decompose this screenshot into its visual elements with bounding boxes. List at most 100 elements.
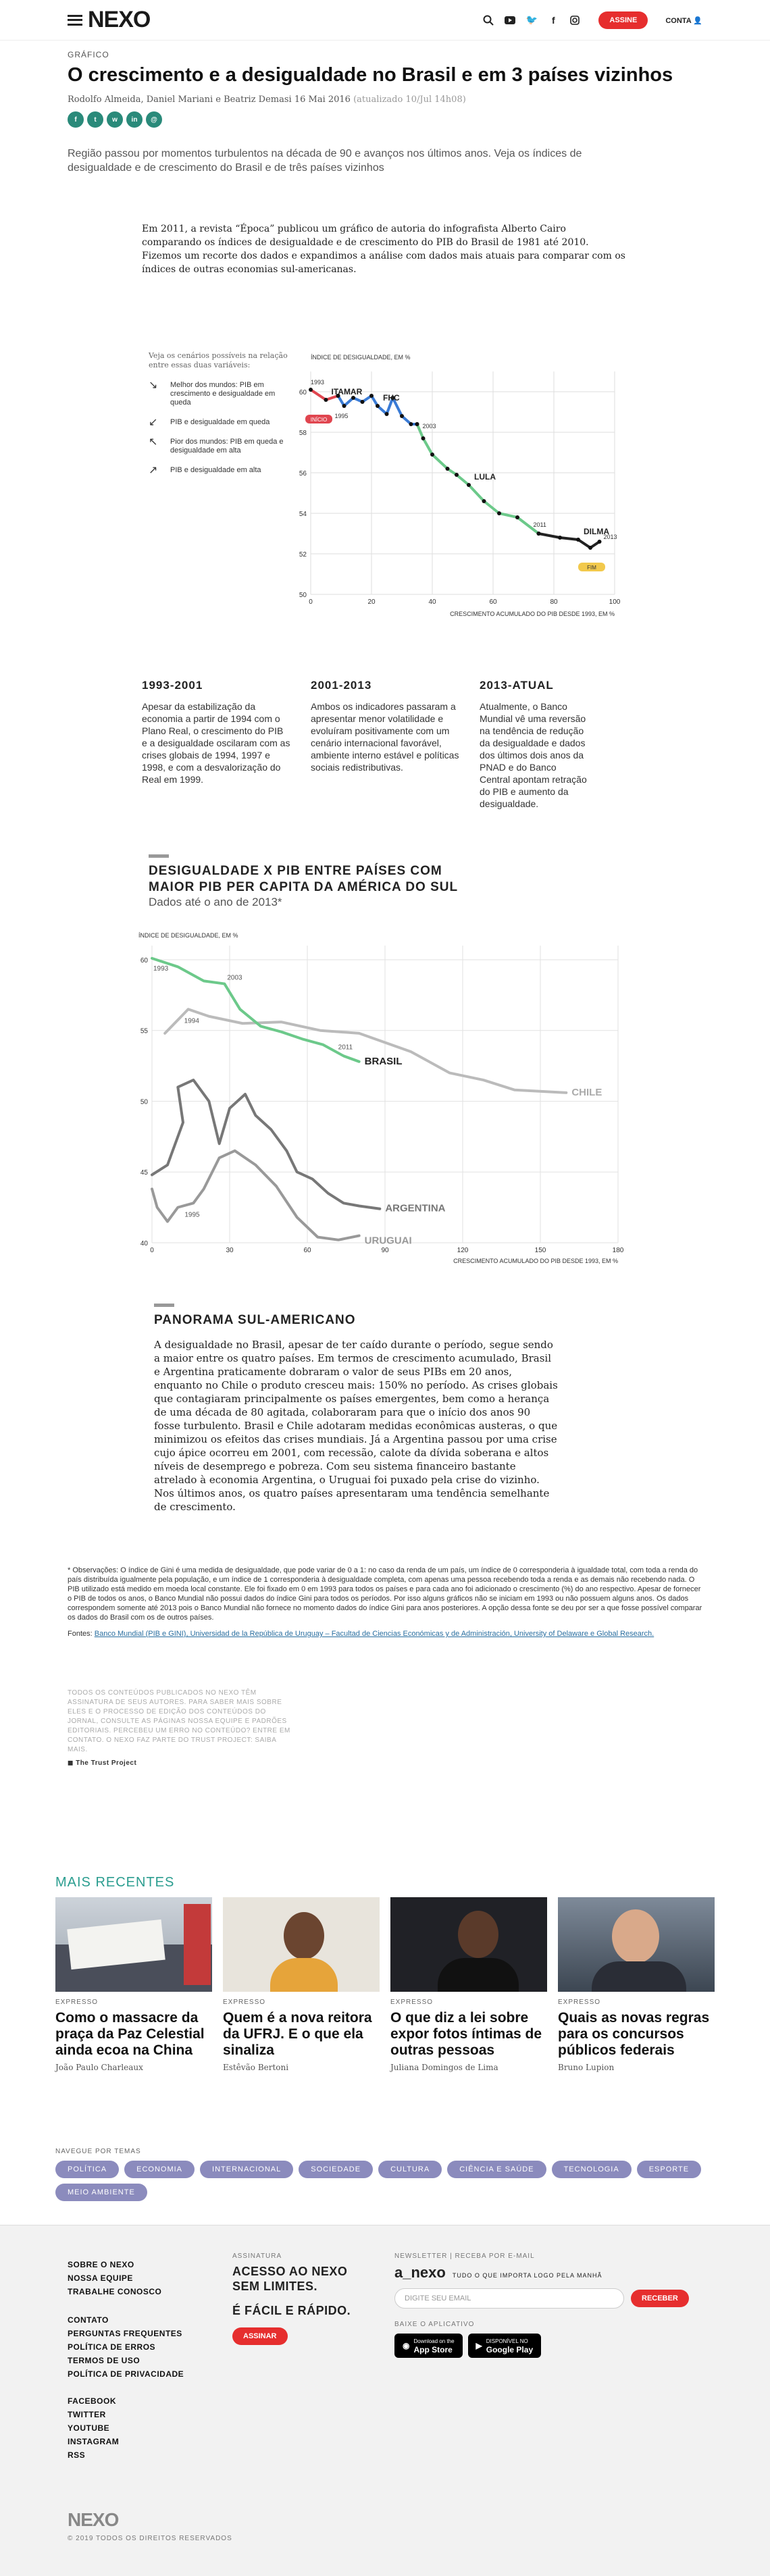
social-link[interactable]: RSS xyxy=(68,2450,86,2460)
year-annotation: 2011 xyxy=(534,521,546,528)
play-icon: ▶ xyxy=(476,2341,482,2350)
recent-card[interactable]: EXPRESSO Quem é a nova reitora da UFRJ. … xyxy=(223,1897,380,2072)
social-link[interactable]: INSTAGRAM xyxy=(68,2437,120,2446)
card-image xyxy=(558,1897,715,1992)
recent-card[interactable]: EXPRESSO O que diz a lei sobre expor fot… xyxy=(390,1897,547,2072)
footer-link[interactable]: POLÍTICA DE PRIVACIDADE xyxy=(68,2369,184,2379)
data-point xyxy=(360,400,365,404)
topic-pill[interactable]: MEIO AMBIENTE xyxy=(55,2184,147,2201)
footer-link[interactable]: POLÍTICA DE ERROS xyxy=(68,2342,156,2352)
arrow-up-left-icon: ↖ xyxy=(149,436,158,448)
footer-link[interactable]: TRABALHE CONOSCO xyxy=(68,2287,162,2296)
search-icon[interactable] xyxy=(482,14,494,26)
article-kicker: GRÁFICO xyxy=(68,50,109,59)
youtube-icon[interactable] xyxy=(504,14,516,26)
series-line xyxy=(151,1149,361,1241)
instagram-icon[interactable] xyxy=(569,14,581,26)
subscribe-button[interactable]: ASSINE xyxy=(598,11,648,29)
x-tick-label: 40 xyxy=(428,598,436,606)
y-tick-label: 50 xyxy=(140,1098,149,1106)
newsletter-submit-button[interactable]: RECEBER xyxy=(631,2290,689,2307)
series-line xyxy=(336,394,417,426)
share-bar: f t w in @ xyxy=(68,111,715,128)
recent-card[interactable]: EXPRESSO Como o massacre da praça da Paz… xyxy=(55,1897,212,2072)
subscription-pitch-2: É FÁCIL E RÁPIDO. xyxy=(232,2304,351,2317)
period-text: Apesar da estabilização da economia a pa… xyxy=(142,701,290,785)
card-author: Bruno Lupion xyxy=(558,2063,615,2072)
footer-logo[interactable]: NEXO xyxy=(68,2509,119,2530)
social-link[interactable]: YOUTUBE xyxy=(68,2423,110,2433)
social-link[interactable]: FACEBOOK xyxy=(68,2396,117,2406)
site-logo[interactable]: NEXO xyxy=(88,7,151,32)
footer-link[interactable]: SOBRE O NEXO xyxy=(68,2260,134,2269)
data-point xyxy=(467,483,471,487)
facebook-share-icon[interactable]: f xyxy=(68,111,84,128)
y-tick-label: 58 xyxy=(299,430,307,437)
x-tick-label: 30 xyxy=(226,1247,234,1254)
arrow-down-right-icon: ↘ xyxy=(149,380,158,391)
twitter-icon[interactable]: 🐦 xyxy=(525,15,538,26)
topic-pill[interactable]: CIÊNCIA E SAÚDE xyxy=(447,2161,546,2178)
site-header: NEXO 🐦 f ASSINE CONTA 👤 xyxy=(0,0,770,41)
intro-paragraph: Em 2011, a revista “Época” publicou um g… xyxy=(142,224,625,275)
card-title: Quem é a nova reitora da UFRJ. E o que e… xyxy=(223,2010,372,2058)
arrow-up-right-icon: ↗ xyxy=(149,465,158,476)
data-point xyxy=(445,467,450,471)
article-lead: Região passou por momentos turbulentos n… xyxy=(68,148,582,174)
series-line xyxy=(151,956,361,1063)
footer-link[interactable]: PERGUNTAS FREQUENTES xyxy=(68,2329,182,2338)
topic-pill[interactable]: POLÍTICA xyxy=(55,2161,120,2178)
series-label: LULA xyxy=(474,472,496,482)
twitter-share-icon[interactable]: t xyxy=(87,111,103,128)
app-store-button[interactable]: ◉ Download on the App Store xyxy=(394,2334,463,2358)
menu-icon[interactable] xyxy=(68,14,82,26)
data-point xyxy=(576,538,580,542)
sources-link[interactable]: Banco Mundial (PIB e GINI), Universidad … xyxy=(94,1630,654,1638)
legend-item: ↗ PIB e desigualdade em alta xyxy=(149,465,290,476)
footer-link[interactable]: CONTATO xyxy=(68,2315,109,2325)
footer-link[interactable]: TERMOS DE USO xyxy=(68,2356,140,2365)
x-tick-label: 20 xyxy=(367,598,376,606)
panorama-text: A desigualdade no Brasil, apesar de ter … xyxy=(154,1339,558,1513)
recent-card[interactable]: EXPRESSO Quais as novas regras para os c… xyxy=(558,1897,715,2072)
year-annotation: 1993 xyxy=(153,965,169,973)
data-point xyxy=(400,414,404,418)
newsletter-email-input[interactable]: DIGITE SEU EMAIL xyxy=(394,2288,624,2309)
legend-note: Veja os cenários possíveis na relação en… xyxy=(149,351,288,369)
legend-item: ↖ Pior dos mundos: PIB em queda e desigua… xyxy=(149,436,290,455)
account-link[interactable]: CONTA 👤 xyxy=(665,16,702,25)
topic-pill[interactable]: ECONOMIA xyxy=(124,2161,195,2178)
email-share-icon[interactable]: @ xyxy=(146,111,162,128)
linkedin-share-icon[interactable]: in xyxy=(126,111,143,128)
topics-nav: NAVEGUE POR TEMAS POLÍTICA ECONOMIA INTERN… xyxy=(0,2148,770,2201)
facebook-icon[interactable]: f xyxy=(552,15,555,26)
brazil-chart: 50 52 54 56 58 60 0 20 40 60 80 100 ÍNDICE DE DESIGU… xyxy=(299,354,621,617)
copyright: © 2019 TODOS OS DIREITOS RESERVADOS xyxy=(68,2535,232,2542)
year-annotation: 1995 xyxy=(335,413,349,419)
updated-date: (atualizado 10/Jul 14h08) xyxy=(353,95,466,105)
google-play-button[interactable]: ▶ DISPONÍVEL NO Google Play xyxy=(467,2334,542,2358)
card-tag: EXPRESSO xyxy=(558,1999,601,2006)
topic-pill[interactable]: TECNOLOGIA xyxy=(551,2161,632,2178)
topic-pill[interactable]: ESPORTE xyxy=(636,2161,702,2178)
x-tick-label: 100 xyxy=(609,598,621,606)
legend-text: Pior dos mundos: PIB em queda e desigual… xyxy=(170,438,284,455)
x-tick-label: 150 xyxy=(535,1247,546,1254)
y-axis-label: ÍNDICE DE DESIGUALDADE, EM % xyxy=(138,932,238,939)
scenario-legend: Veja os cenários possíveis na relação en… xyxy=(149,351,290,476)
topic-pill[interactable]: CULTURA xyxy=(378,2161,442,2178)
card-image xyxy=(390,1897,547,1992)
year-annotation: 2003 xyxy=(423,423,436,430)
topic-pill[interactable]: SOCIEDADE xyxy=(299,2161,374,2178)
trust-note: TODOS OS CONTEÚDOS PUBLICADOS NO NEXO TÊ… xyxy=(68,1689,297,1768)
trust-project-badge[interactable]: ◼ The Trust Project xyxy=(68,1759,297,1768)
topic-pill[interactable]: INTERNACIONAL xyxy=(200,2161,294,2178)
start-badge-label: INÍCIO xyxy=(311,417,327,423)
appstore-label: App Store xyxy=(413,2345,453,2354)
legend-text: PIB e desigualdade em queda xyxy=(170,418,270,426)
social-link[interactable]: TWITTER xyxy=(68,2410,106,2419)
whatsapp-share-icon[interactable]: w xyxy=(107,111,123,128)
section-bar xyxy=(149,854,169,858)
footer-link[interactable]: NOSSA EQUIPE xyxy=(68,2273,133,2283)
footer-subscribe-button[interactable]: ASSINAR xyxy=(232,2327,288,2345)
